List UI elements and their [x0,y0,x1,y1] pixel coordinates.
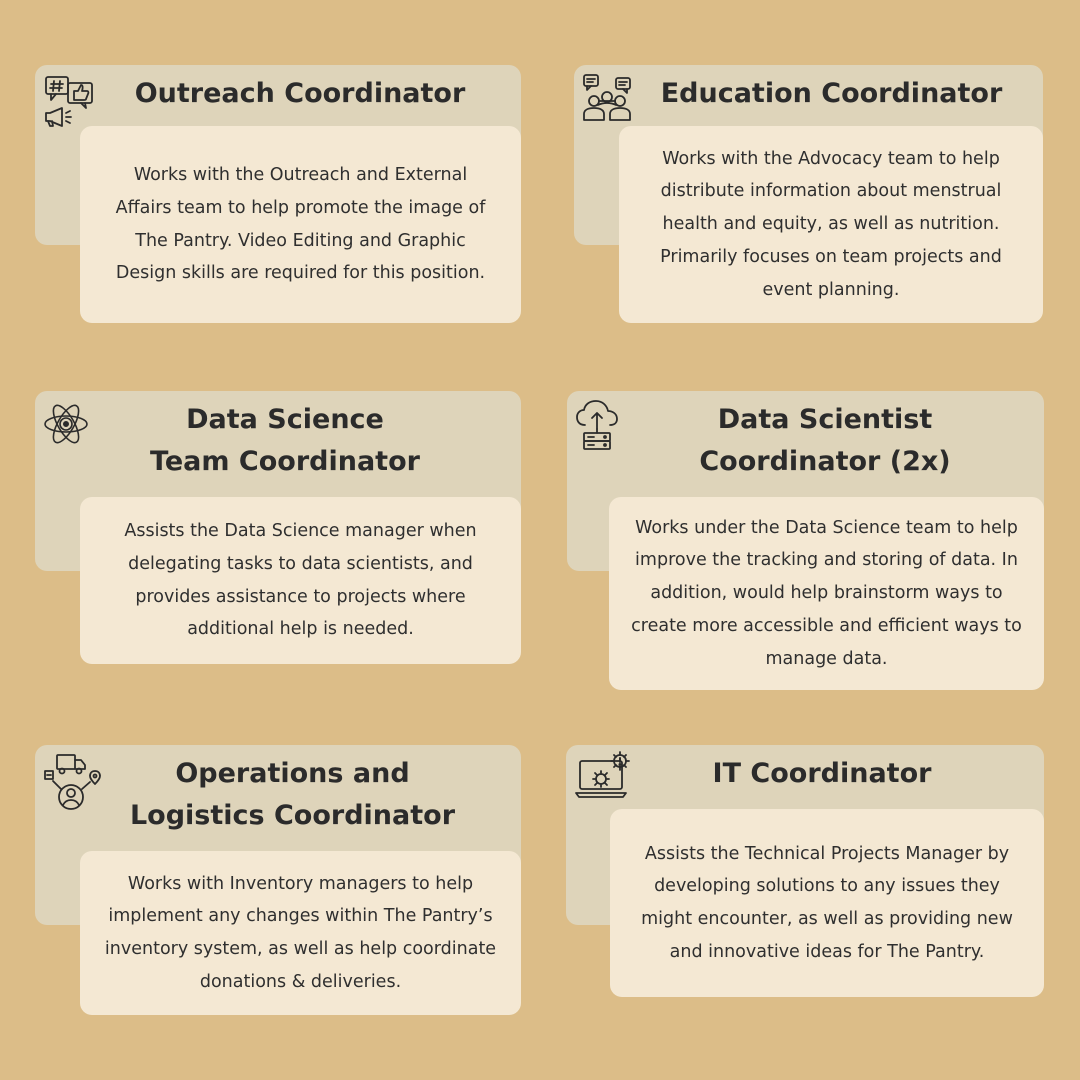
cloud-upload-server-icon [575,399,621,453]
role-description: Assists the Technical Projects Manager b… [641,843,1013,962]
role-description: Works under the Data Science team to hel… [631,517,1022,669]
role-title: Education Coordinator [660,78,1003,109]
role-title: Data Science Team Coordinator [150,404,420,477]
role-description: Works with the Advocacy team to help dis… [660,148,1002,300]
social-media-megaphone-icon [43,75,97,127]
role-card-outreach: Outreach Coordinator Works with the Outr… [35,65,521,323]
role-card-it: IT Coordinator Assists the Technical Pro… [566,745,1044,997]
role-card-data-scientist: Data Scientist Coordinator (2x) Works un… [567,391,1044,690]
role-title: Operations and Logistics Coordinator [129,758,456,831]
role-title: Outreach Coordinator [134,78,466,109]
role-card-data-science-team: Data Science Team Coordinator Assists th… [35,391,521,664]
role-description: Assists the Data Science manager when de… [124,521,477,640]
role-description: Works with Inventory managers to help im… [104,873,497,992]
role-title: Data Scientist Coordinator (2x) [699,404,951,477]
logistics-network-icon [43,753,101,811]
role-title: IT Coordinator [712,758,932,789]
role-description: Works with the Outreach and External Aff… [115,165,486,284]
laptop-settings-icon [574,751,632,799]
role-card-education: Education Coordinator Works with the Adv… [574,65,1043,323]
discussion-group-icon [582,73,632,123]
atom-icon [43,403,89,445]
role-card-operations: Operations and Logistics Coordinator Wor… [35,745,521,1015]
